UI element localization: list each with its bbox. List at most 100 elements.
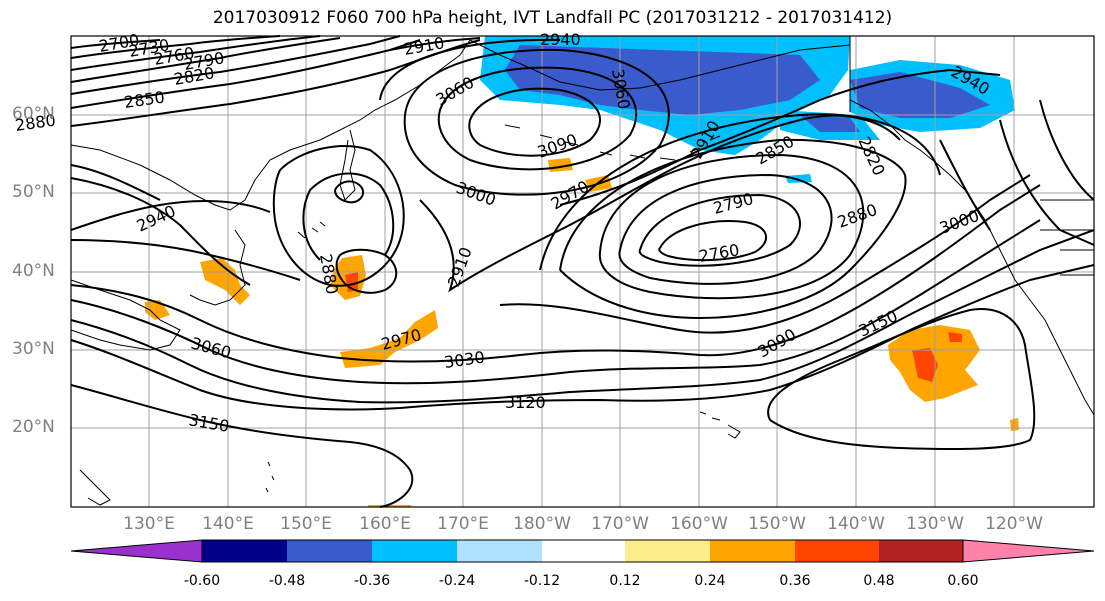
height-contours	[70, 35, 1095, 508]
contour-label: 3120	[505, 393, 546, 412]
colorbar-swatch	[625, 540, 710, 562]
colorbar-tick-label: -0.24	[438, 573, 476, 589]
lon-label: 140°W	[827, 514, 885, 534]
colorbar-swatch	[795, 540, 879, 562]
ivt-shading	[145, 36, 1019, 507]
colorbar-frame	[201, 539, 964, 563]
coast-islands	[297, 221, 326, 239]
contour-3150	[70, 384, 414, 508]
map-title: 2017030912 F060 700 hPa height, IVT Land…	[212, 8, 893, 28]
contour-label: 2940	[540, 30, 581, 49]
lat-label-20n: 20°N	[12, 417, 55, 437]
coast-canada	[849, 36, 1094, 276]
shade-japan-1	[200, 258, 250, 305]
colorbar	[70, 539, 1095, 563]
lon-label: 180°W	[513, 514, 571, 534]
shade-east-pacific-core2	[948, 332, 962, 342]
lat-label-40n: 40°N	[12, 261, 55, 281]
contour-3150-east	[767, 308, 1036, 451]
colorbar-tick-label: -0.48	[268, 573, 306, 589]
lon-label: 160°E	[359, 514, 411, 534]
shade-gulf-dark	[800, 115, 860, 132]
contour-2910-long	[419, 114, 901, 293]
contour-kam-loop	[334, 180, 364, 204]
colorbar-tick-label: -0.60	[183, 573, 221, 589]
contour-na-3090	[1039, 99, 1095, 201]
colorbar-swatch	[202, 540, 287, 562]
contour-2820	[70, 35, 401, 95]
lon-label: 150°E	[280, 514, 332, 534]
colorbar-swatch	[372, 540, 457, 562]
lon-label: 160°W	[670, 514, 728, 534]
coast-philippines	[79, 469, 111, 506]
lon-label: 120°W	[985, 514, 1043, 534]
contour-ridge-3090	[468, 87, 601, 157]
contour-trough-2790	[638, 193, 801, 267]
lat-label-60n: 60°N	[12, 104, 55, 124]
coast-alaska	[469, 39, 851, 91]
contour-west-2910	[70, 177, 251, 286]
shade-east-pacific-core	[912, 348, 938, 382]
lat-label-30n: 30°N	[12, 339, 55, 359]
contour-2970-long	[559, 68, 1001, 206]
contour-trough-2760	[658, 220, 767, 262]
contour-2940-long	[70, 199, 271, 231]
colorbar-extend-high	[962, 539, 1095, 563]
contour-2790	[70, 37, 341, 83]
lon-label: 170°E	[437, 514, 489, 534]
contour-trough-2820	[618, 173, 833, 285]
coast-small-islands	[265, 461, 275, 493]
lon-label: 150°W	[748, 514, 806, 534]
contour-2910-east	[539, 113, 941, 271]
colorbar-tick-label: 0.24	[694, 573, 726, 589]
coast-hawaii	[699, 411, 741, 439]
map-frame	[70, 35, 1095, 508]
contour-na-3060	[999, 119, 1095, 246]
contour-ridge-2970	[379, 38, 561, 101]
colorbar-swatch	[457, 540, 542, 562]
colorbar-swatch	[710, 540, 795, 562]
contour-2940-b	[70, 164, 161, 201]
shade-asia-1	[145, 300, 170, 320]
colorbar-tick-label: -0.12	[523, 573, 561, 589]
coast-asia	[70, 39, 471, 211]
colorbar-tick-label: -0.36	[353, 573, 391, 589]
contour-3000-east	[499, 174, 1031, 334]
coast-gulf-alaska	[849, 99, 976, 206]
lon-label: 170°W	[591, 514, 649, 534]
contour-trough-2850	[598, 153, 865, 300]
shade-mid-pacific	[340, 310, 438, 368]
contour-low-inner	[335, 248, 398, 294]
contour-low-outer	[272, 145, 405, 287]
contour-low-mid	[302, 172, 395, 261]
lon-label: 130°E	[123, 514, 175, 534]
colorbar-tick-label: 0.60	[947, 573, 979, 589]
coast-korea-china	[70, 279, 181, 351]
contour-na-3000	[939, 139, 991, 231]
coast-kamchatka	[339, 129, 356, 201]
contour-2730	[70, 35, 281, 59]
shade-small-blob	[785, 174, 812, 183]
colorbar-swatch	[287, 540, 372, 562]
shade-alaska-dark	[850, 72, 990, 118]
contour-2700	[70, 39, 161, 49]
lat-label-50n: 50°N	[12, 182, 55, 202]
lon-label: 140°E	[202, 514, 254, 534]
contour-2910-north	[389, 37, 481, 51]
colorbar-tick-label: 0.36	[779, 573, 811, 589]
contour-2850	[70, 39, 421, 109]
contour-3090	[70, 229, 1095, 404]
lon-label: 130°W	[906, 514, 964, 534]
contour-3060	[70, 219, 1041, 385]
coast-na-west	[974, 204, 1095, 416]
coast-japan	[189, 229, 246, 306]
contour-ridge-3000	[403, 48, 670, 196]
contour-ridge-3060	[437, 66, 637, 171]
contour-2880-east	[559, 138, 907, 320]
colorbar-tick-label: 0.48	[863, 573, 895, 589]
colorbar-swatch	[879, 540, 963, 562]
colorbar-swatch	[542, 540, 625, 562]
colorbar-extend-low	[70, 539, 203, 563]
contour-2760	[70, 35, 321, 71]
